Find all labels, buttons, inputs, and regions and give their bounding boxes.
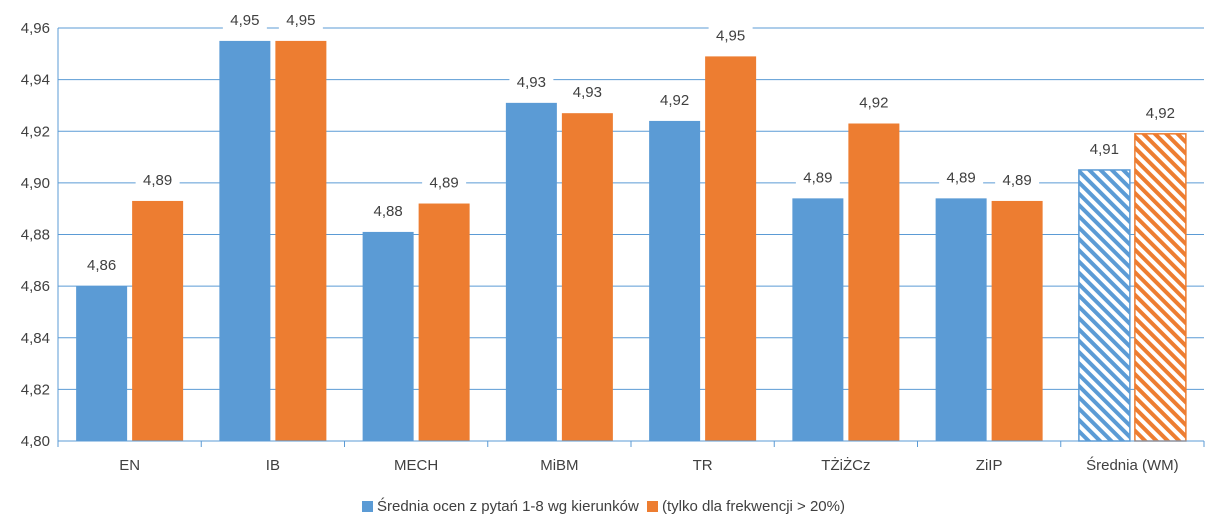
- legend-swatch-series-1: [362, 501, 373, 512]
- data-label: 4,89: [947, 169, 976, 186]
- legend: Średnia ocen z pytań 1-8 wg kierunków (t…: [0, 498, 1207, 516]
- data-label: 4,92: [1146, 105, 1175, 122]
- data-label-background: [222, 8, 267, 31]
- data-label-background: [79, 254, 124, 277]
- x-category-label: IB: [266, 457, 280, 474]
- data-label-background: [795, 166, 840, 189]
- y-tick-label: 4,82: [21, 381, 50, 398]
- bar: [362, 231, 414, 441]
- bar: [1078, 169, 1131, 442]
- data-label: 4,89: [143, 172, 172, 189]
- bar: [219, 40, 271, 441]
- y-tick-label: 4,94: [21, 72, 50, 89]
- x-category-label: MiBM: [540, 457, 578, 474]
- data-label: 4,95: [230, 12, 259, 29]
- bar: [275, 40, 327, 441]
- legend-item-series-1: Średnia ocen z pytań 1-8 wg kierunków: [362, 498, 639, 515]
- x-category-label: TŻiŻCz: [821, 456, 870, 474]
- data-label: 4,89: [803, 169, 832, 186]
- legend-label-series-1: Średnia ocen z pytań 1-8 wg kierunków: [377, 498, 639, 515]
- data-label: 4,92: [859, 95, 888, 112]
- data-label: 4,88: [374, 203, 403, 220]
- data-label: 4,93: [573, 84, 602, 101]
- data-label-background: [652, 88, 697, 111]
- bar: [505, 102, 557, 441]
- bar: [792, 198, 844, 441]
- bar: [76, 286, 128, 441]
- y-tick-label: 4,90: [21, 175, 50, 192]
- x-category-label: EN: [119, 457, 140, 474]
- data-label-background: [278, 8, 323, 31]
- bar: [991, 200, 1043, 441]
- bar: [418, 203, 470, 441]
- data-label-background: [422, 171, 467, 194]
- data-label: 4,89: [430, 175, 459, 192]
- y-tick-label: 4,84: [21, 330, 50, 347]
- data-label: 4,89: [1003, 172, 1032, 189]
- legend-item-series-2: (tylko dla frekwencji > 20%): [646, 498, 845, 515]
- data-label: 4,91: [1090, 141, 1119, 158]
- data-label: 4,93: [517, 74, 546, 91]
- y-tick-label: 4,86: [21, 278, 50, 295]
- x-category-label: MECH: [394, 457, 438, 474]
- bar: [935, 198, 987, 441]
- x-category-label: Średnia (WM): [1086, 456, 1179, 474]
- data-label: 4,92: [660, 92, 689, 109]
- data-label-background: [939, 166, 984, 189]
- data-label: 4,95: [286, 12, 315, 29]
- data-label-background: [366, 199, 411, 222]
- x-category-label: TR: [693, 457, 713, 474]
- x-category-label: ZiIP: [976, 457, 1003, 474]
- y-tick-label: 4,92: [21, 123, 50, 140]
- bar: [561, 113, 613, 442]
- y-tick-label: 4,80: [21, 433, 50, 450]
- x-axis: EN IB MECH MiBM TR TŻiŻCz ZiIP Średnia (WM): [57, 440, 1205, 474]
- data-label-background: [851, 91, 896, 114]
- y-tick-label: 4,96: [21, 20, 50, 37]
- data-label: 4,95: [716, 27, 745, 44]
- bar: [848, 123, 900, 441]
- y-axis: 4,80 4,82 4,84 4,86 4,88 4,90 4,92 4,94 4,96: [21, 20, 59, 450]
- data-label-background: [708, 24, 753, 47]
- data-label-background: [1138, 101, 1183, 124]
- data-label-background: [509, 70, 554, 93]
- bar: [132, 200, 184, 441]
- data-label-background: [1082, 137, 1127, 160]
- data-label-background: [135, 168, 180, 191]
- y-tick-label: 4,88: [21, 227, 50, 244]
- legend-label-series-2: (tylko dla frekwencji > 20%): [661, 498, 845, 515]
- bars: 4,86 4,89 4,95 4,95 4,88 4,89 4,93 4,93 4,92 4,95…: [76, 8, 1187, 442]
- legend-swatch-series-2: [646, 501, 658, 512]
- data-label: 4,86: [87, 257, 116, 274]
- bar: [705, 56, 757, 442]
- data-label-background: [995, 168, 1040, 191]
- bar: [649, 120, 701, 442]
- bar: [1134, 133, 1187, 442]
- data-label-background: [565, 81, 610, 104]
